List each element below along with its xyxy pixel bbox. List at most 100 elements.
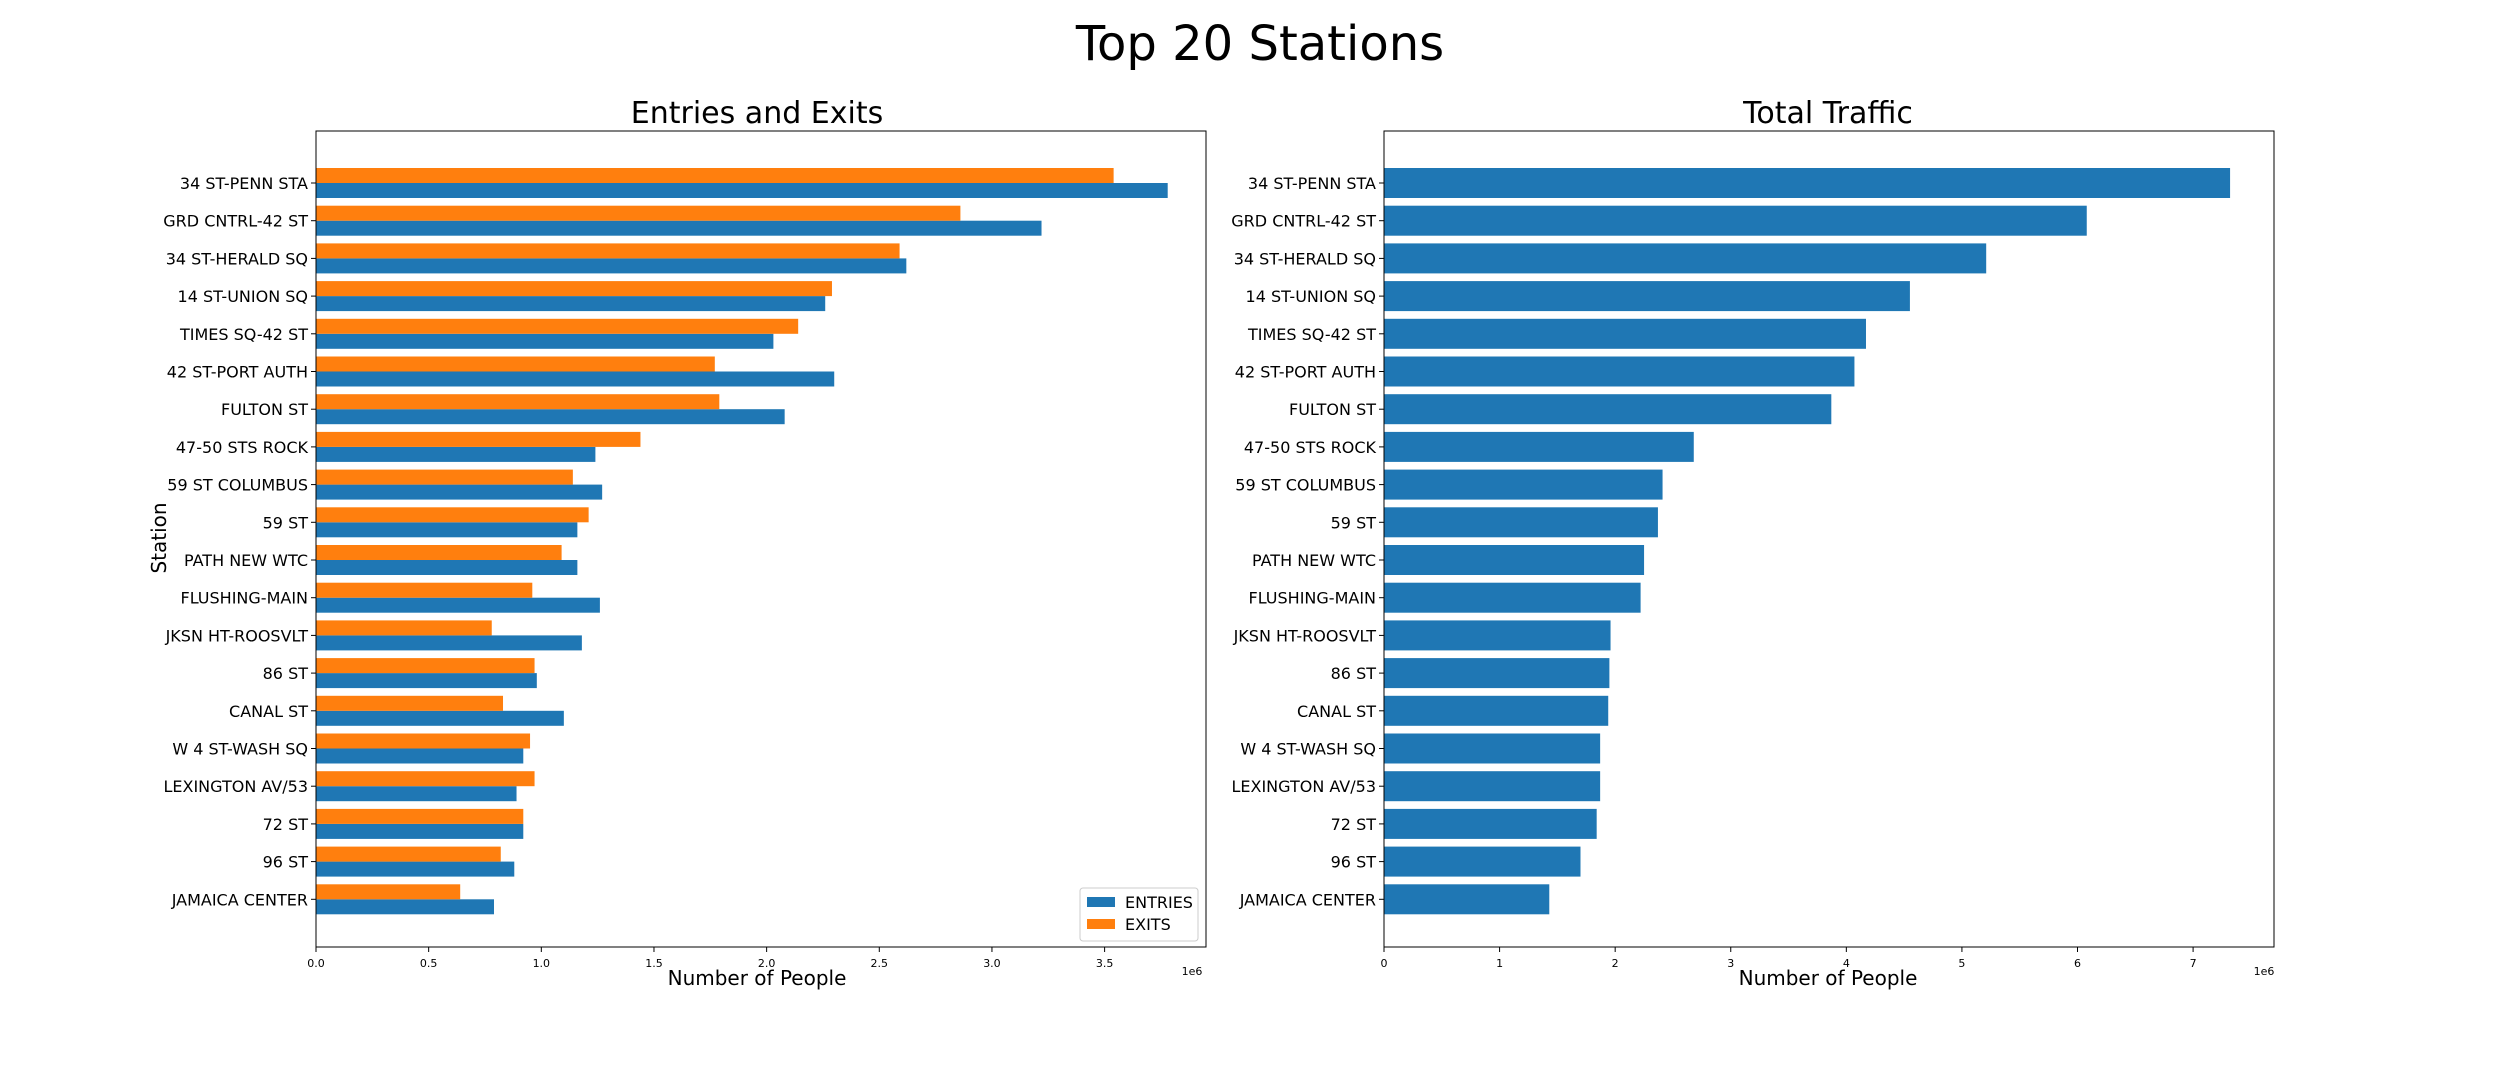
bar-entries-34-st-penn-sta (316, 183, 1168, 198)
bar-entries-96-st (316, 861, 515, 877)
y-tick-label: 14 ST-UNION SQ (178, 287, 308, 306)
bar-total-fulton-st (1384, 394, 1832, 425)
y-tick-label: GRD CNTRL-42 ST (163, 212, 308, 231)
y-ticks: 34 ST-PENN STA GRD CNTRL-42 ST 34 ST-HERAL… (1231, 174, 1384, 909)
y-tick-label: FULTON ST (221, 400, 308, 419)
bar-entries-47-50-sts-rock (316, 446, 596, 462)
axis-offset-text: 1e6 (1182, 965, 1203, 978)
bar-total-times-sq-42-st (1384, 318, 1866, 349)
y-tick-label: FLUSHING-MAIN (180, 589, 308, 608)
bar-exits-34-st-penn-sta (316, 168, 1114, 183)
bar-entries-fulton-st (316, 409, 785, 425)
y-tick-label: FLUSHING-MAIN (1248, 589, 1376, 608)
total-traffic-chart: Total Traffic Number of People 1e6 34 ST… (1231, 96, 2275, 990)
y-tick-label: 34 ST-HERALD SQ (166, 249, 308, 268)
legend-label-exits: EXITS (1125, 915, 1171, 934)
y-axis-label: Station (147, 502, 171, 573)
x-tick-label: 6 (2074, 957, 2081, 970)
bar-total-lexington-av-53 (1384, 771, 1601, 802)
y-tick-label: JAMAICA CENTER (1239, 890, 1376, 909)
bar-entries-w-4-st-wash-sq (316, 748, 524, 764)
y-tick-label: 14 ST-UNION SQ (1246, 287, 1376, 306)
x-tick-label: 7 (2190, 957, 2197, 970)
x-tick-label: 0.5 (420, 957, 438, 970)
bar-exits-path-new-wtc (316, 545, 562, 560)
bar-total-34-st-herald-sq (1384, 243, 1987, 274)
bar-total-jksn-ht-roosvlt (1384, 620, 1611, 651)
bar-total-w-4-st-wash-sq (1384, 733, 1601, 764)
bar-entries-jksn-ht-roosvlt (316, 635, 582, 651)
bar-total-86-st (1384, 658, 1610, 689)
y-tick-label: 86 ST (1331, 664, 1377, 683)
bar-exits-flushing-main (316, 582, 533, 598)
bar-exits-72-st (316, 808, 524, 824)
bar-exits-42-st-port-auth (316, 356, 715, 372)
y-tick-label: 96 ST (1331, 853, 1377, 872)
figure-title: Top 20 Stations (1075, 16, 1444, 72)
x-axis-label: Number of People (668, 966, 847, 990)
y-tick-label: 47-50 STS ROCK (176, 438, 309, 457)
bar-entries-34-st-herald-sq (316, 258, 907, 274)
bar-entries-59-st-columbus (316, 484, 603, 500)
bar-entries-14-st-union-sq (316, 296, 826, 312)
bar-exits-47-50-sts-rock (316, 431, 641, 447)
bar-exits-86-st (316, 658, 535, 674)
bar-total-59-st (1384, 507, 1658, 538)
bar-entries-grd-cntrl-42-st (316, 220, 1042, 236)
bar-total-42-st-port-auth (1384, 356, 1855, 387)
legend: ENTRIES EXITS (1079, 887, 1199, 942)
bar-entries-flushing-main (316, 597, 600, 613)
y-tick-label: 59 ST COLUMBUS (167, 476, 308, 495)
x-tick-label: 2.5 (871, 957, 889, 970)
bar-total-jamaica-center (1384, 884, 1550, 915)
bar-exits-lexington-av-53 (316, 771, 535, 787)
bar-total-grd-cntrl-42-st (1384, 205, 2087, 236)
y-tick-label: 59 ST COLUMBUS (1235, 476, 1376, 495)
bar-entries-lexington-av-53 (316, 786, 517, 802)
bar-total-47-50-sts-rock (1384, 431, 1694, 462)
plot-frame (1383, 130, 2275, 948)
bars (1384, 168, 2231, 915)
y-tick-label: 34 ST-HERALD SQ (1234, 249, 1376, 268)
bar-total-72-st (1384, 808, 1597, 839)
y-tick-label: CANAL ST (229, 702, 308, 721)
x-tick-label: 2 (1612, 957, 1619, 970)
x-tick-label: 5 (1958, 957, 1965, 970)
bar-total-34-st-penn-sta (1384, 168, 2231, 198)
y-tick-label: 42 ST-PORT AUTH (167, 363, 308, 382)
chart-title: Total Traffic (1742, 96, 1913, 131)
y-tick-label: 34 ST-PENN STA (180, 174, 308, 193)
y-tick-label: W 4 ST-WASH SQ (1240, 740, 1376, 759)
y-tick-label: JKSN HT-ROOSVLT (1233, 626, 1377, 645)
y-tick-label: JKSN HT-ROOSVLT (165, 626, 309, 645)
legend-swatch-entries (1087, 897, 1115, 907)
x-tick-label: 3.0 (983, 957, 1001, 970)
bar-entries-times-sq-42-st (316, 333, 774, 349)
bar-total-flushing-main (1384, 582, 1641, 613)
bar-exits-59-st (316, 507, 589, 523)
x-tick-label: 0.0 (307, 957, 325, 970)
y-tick-label: 72 ST (1331, 815, 1377, 834)
bar-exits-96-st (316, 846, 501, 862)
bars (316, 168, 1168, 915)
y-tick-label: W 4 ST-WASH SQ (172, 740, 308, 759)
entries-exits-chart: Entries and Exits Number of People Stati… (147, 96, 1207, 990)
bar-entries-86-st (316, 673, 537, 689)
bar-entries-42-st-port-auth (316, 371, 835, 387)
bar-total-path-new-wtc (1384, 545, 1645, 575)
x-tick-label: 1 (1496, 957, 1503, 970)
bar-entries-jamaica-center (316, 899, 494, 915)
y-tick-label: 86 ST (263, 664, 309, 683)
bar-total-14-st-union-sq (1384, 281, 1910, 312)
bar-entries-59-st (316, 522, 578, 538)
x-tick-label: 1.0 (533, 957, 551, 970)
x-tick-label: 1.5 (645, 957, 663, 970)
bar-entries-path-new-wtc (316, 560, 578, 575)
legend-swatch-exits (1087, 919, 1115, 929)
y-tick-label: CANAL ST (1297, 702, 1376, 721)
bar-exits-grd-cntrl-42-st (316, 205, 961, 221)
y-tick-label: GRD CNTRL-42 ST (1231, 212, 1376, 231)
bar-total-canal-st (1384, 695, 1609, 726)
bar-exits-canal-st (316, 695, 504, 711)
